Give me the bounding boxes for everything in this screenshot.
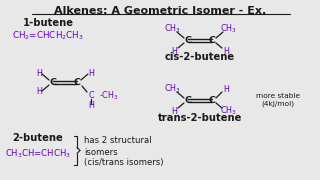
Text: trans-2-butene: trans-2-butene — [158, 113, 242, 123]
Text: cis-2-butene: cis-2-butene — [165, 52, 235, 62]
Text: C: C — [50, 78, 57, 87]
Text: CH$_3$: CH$_3$ — [164, 23, 180, 35]
Text: C: C — [209, 36, 215, 45]
Text: H: H — [88, 102, 94, 111]
Text: H: H — [223, 46, 229, 55]
Text: C: C — [88, 91, 94, 100]
Text: H: H — [36, 69, 42, 78]
Text: has 2 structural: has 2 structural — [84, 136, 152, 145]
Text: isomers: isomers — [84, 148, 118, 157]
Text: C: C — [185, 36, 191, 45]
Text: H: H — [223, 84, 229, 93]
Text: H: H — [171, 107, 177, 116]
Text: C: C — [185, 96, 191, 105]
Text: H: H — [171, 46, 177, 55]
Text: 1-butene: 1-butene — [22, 18, 74, 28]
Text: CH$_2$=CHCH$_2$CH$_3$: CH$_2$=CHCH$_2$CH$_3$ — [12, 30, 84, 42]
Text: Alkenes: A Geometric Isomer - Ex.: Alkenes: A Geometric Isomer - Ex. — [54, 6, 266, 16]
Text: 2-butene: 2-butene — [12, 133, 63, 143]
Text: (4kJ/mol): (4kJ/mol) — [261, 101, 295, 107]
Text: more stable: more stable — [256, 93, 300, 99]
Text: CH$_3$: CH$_3$ — [164, 83, 180, 95]
Text: (cis/trans isomers): (cis/trans isomers) — [84, 158, 164, 167]
Text: C: C — [209, 96, 215, 105]
Text: H: H — [88, 69, 94, 78]
Text: CH$_3$: CH$_3$ — [220, 23, 236, 35]
Text: CH$_3$: CH$_3$ — [220, 105, 236, 117]
Text: C: C — [74, 78, 81, 87]
Text: -CH$_3$: -CH$_3$ — [99, 90, 119, 102]
Text: H: H — [36, 87, 42, 96]
Text: CH$_3$CH=CHCH$_3$: CH$_3$CH=CHCH$_3$ — [5, 147, 71, 159]
